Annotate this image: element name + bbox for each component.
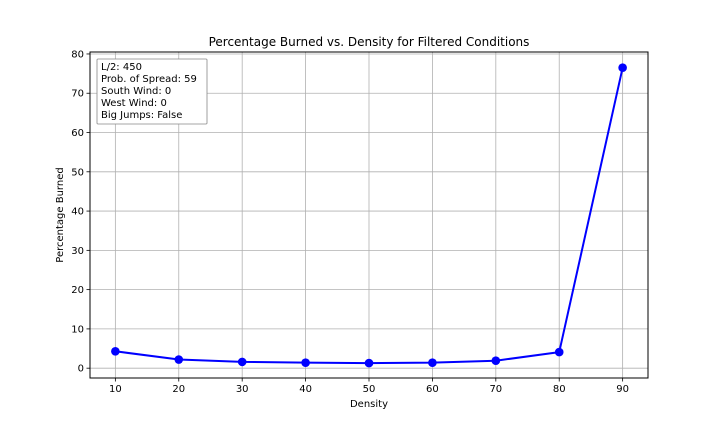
x-tick-label: 80 [553,384,566,395]
grid [90,52,648,378]
data-point [111,346,120,356]
data-point [174,355,184,364]
y-axis-label: Percentage Burned [55,167,66,262]
x-tick-label: 20 [172,384,185,395]
annotation-line: West Wind: 0 [101,98,167,109]
annotation-line: L/2: 450 [101,62,142,73]
x-tick-label: 70 [489,384,502,395]
x-tick-label: 60 [426,384,439,395]
annotation-line: South Wind: 0 [101,86,171,97]
y-tick-label: 10 [71,324,84,335]
data-point [618,63,627,73]
series-layer [111,63,627,368]
data-point [554,347,564,357]
x-tick-label: 50 [363,384,376,395]
y-tick-label: 30 [71,246,84,257]
annotation-frame [96,58,208,125]
y-tick-label: 80 [71,49,84,60]
ticks: 10 20 30 40 50 60 70 80 90 0 10 20 30 40 50 60 70 80 [71,49,629,395]
annotation-line: Prob. of Spread: 59 [101,74,197,85]
x-tick-label: 30 [236,384,249,395]
data-point [364,358,374,368]
data-point [301,358,310,367]
data-point [428,358,437,367]
y-tick-label: 70 [71,89,84,100]
y-tick-label: 40 [71,207,84,218]
data-point [237,357,247,367]
x-tick-label: 10 [109,384,122,395]
data-point [491,356,501,366]
x-tick-label: 90 [616,384,629,395]
chart-title: Percentage Burned vs. Density for Filter… [209,35,530,49]
y-tick-label: 50 [71,167,84,178]
x-axis-label: Density [350,399,388,410]
y-tick-label: 0 [78,364,84,375]
annotation-line: Big Jumps: False [101,110,182,121]
y-tick-label: 20 [71,285,84,296]
y-tick-label: 60 [71,128,84,139]
x-tick-label: 40 [299,384,312,395]
